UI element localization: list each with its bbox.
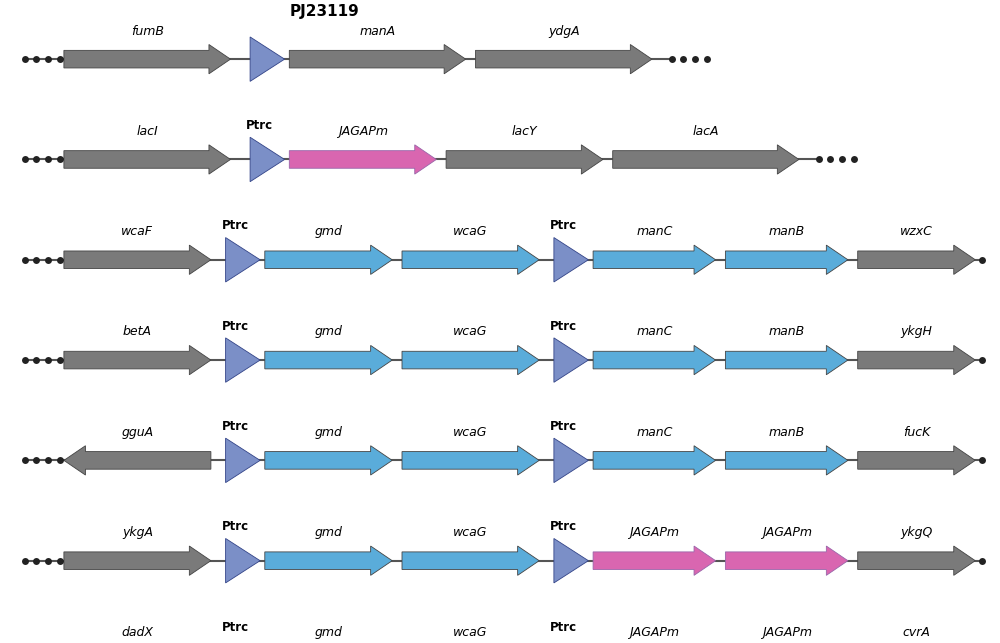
Text: manC: manC <box>636 225 673 238</box>
FancyArrow shape <box>402 446 539 475</box>
Text: gmd: gmd <box>315 426 342 439</box>
Polygon shape <box>554 338 588 383</box>
Text: Ptrc: Ptrc <box>550 620 577 634</box>
FancyArrow shape <box>402 345 539 375</box>
Text: wcaG: wcaG <box>453 325 488 338</box>
FancyArrow shape <box>289 44 466 74</box>
Text: Ptrc: Ptrc <box>550 320 577 333</box>
FancyArrow shape <box>64 145 230 174</box>
Polygon shape <box>554 438 588 483</box>
Text: wcaG: wcaG <box>453 225 488 238</box>
Text: JAGAPm: JAGAPm <box>762 626 812 639</box>
Polygon shape <box>250 137 285 182</box>
Text: gmd: gmd <box>315 626 342 639</box>
FancyArrow shape <box>593 546 716 575</box>
FancyArrow shape <box>725 345 848 375</box>
Polygon shape <box>226 538 260 583</box>
FancyArrow shape <box>64 44 230 74</box>
FancyArrow shape <box>64 345 211 375</box>
FancyArrow shape <box>476 44 652 74</box>
Text: fucK: fucK <box>903 426 930 439</box>
Text: wcaG: wcaG <box>453 526 488 539</box>
Polygon shape <box>226 638 260 643</box>
FancyArrow shape <box>858 546 975 575</box>
Text: manB: manB <box>769 325 805 338</box>
Text: ykgH: ykgH <box>901 325 932 338</box>
FancyArrow shape <box>265 345 392 375</box>
FancyArrow shape <box>725 245 848 275</box>
Text: Ptrc: Ptrc <box>222 219 249 233</box>
Text: betA: betA <box>123 325 152 338</box>
Text: manA: manA <box>359 24 396 37</box>
FancyArrow shape <box>64 245 211 275</box>
FancyArrow shape <box>858 245 975 275</box>
Polygon shape <box>226 438 260 483</box>
FancyArrow shape <box>593 345 716 375</box>
FancyArrow shape <box>265 446 392 475</box>
FancyArrow shape <box>64 446 211 475</box>
FancyArrow shape <box>725 546 848 575</box>
FancyArrow shape <box>446 145 603 174</box>
FancyArrow shape <box>265 546 392 575</box>
Text: ykgA: ykgA <box>122 526 153 539</box>
Polygon shape <box>554 237 588 282</box>
Text: ykgQ: ykgQ <box>900 526 933 539</box>
Text: Ptrc: Ptrc <box>222 320 249 333</box>
Text: Ptrc: Ptrc <box>222 620 249 634</box>
Text: lacA: lacA <box>693 125 719 138</box>
FancyArrow shape <box>858 446 975 475</box>
Text: dadX: dadX <box>121 626 153 639</box>
FancyArrow shape <box>593 245 716 275</box>
FancyArrow shape <box>402 546 539 575</box>
Text: JAGAPm: JAGAPm <box>629 626 679 639</box>
Text: fumB: fumB <box>131 24 164 37</box>
FancyArrow shape <box>289 145 436 174</box>
Text: manB: manB <box>769 225 805 238</box>
Text: gmd: gmd <box>315 225 342 238</box>
FancyArrow shape <box>64 546 211 575</box>
Text: manC: manC <box>636 426 673 439</box>
FancyArrow shape <box>402 245 539 275</box>
FancyArrow shape <box>613 145 799 174</box>
Text: JAGAPm: JAGAPm <box>338 125 388 138</box>
Text: PJ23119: PJ23119 <box>289 4 359 19</box>
Text: wzxC: wzxC <box>900 225 933 238</box>
Polygon shape <box>250 37 285 82</box>
Text: ydgA: ydgA <box>548 24 580 37</box>
Text: gguA: gguA <box>121 426 153 439</box>
Text: Ptrc: Ptrc <box>550 520 577 534</box>
Text: Ptrc: Ptrc <box>222 520 249 534</box>
Text: wcaG: wcaG <box>453 626 488 639</box>
Text: Ptrc: Ptrc <box>550 420 577 433</box>
Text: cvrA: cvrA <box>903 626 930 639</box>
Text: lacI: lacI <box>136 125 158 138</box>
Text: wcaG: wcaG <box>453 426 488 439</box>
Polygon shape <box>554 538 588 583</box>
Polygon shape <box>554 638 588 643</box>
Polygon shape <box>226 338 260 383</box>
Text: Ptrc: Ptrc <box>222 420 249 433</box>
Text: manB: manB <box>769 426 805 439</box>
Text: gmd: gmd <box>315 325 342 338</box>
Text: gmd: gmd <box>315 526 342 539</box>
Polygon shape <box>226 237 260 282</box>
Text: Ptrc: Ptrc <box>246 119 273 132</box>
Text: JAGAPm: JAGAPm <box>629 526 679 539</box>
Text: JAGAPm: JAGAPm <box>762 526 812 539</box>
Text: wcaF: wcaF <box>121 225 153 238</box>
FancyArrow shape <box>265 245 392 275</box>
Text: Ptrc: Ptrc <box>550 219 577 233</box>
FancyArrow shape <box>593 446 716 475</box>
FancyArrow shape <box>725 446 848 475</box>
FancyArrow shape <box>858 345 975 375</box>
Text: lacY: lacY <box>512 125 537 138</box>
Text: manC: manC <box>636 325 673 338</box>
